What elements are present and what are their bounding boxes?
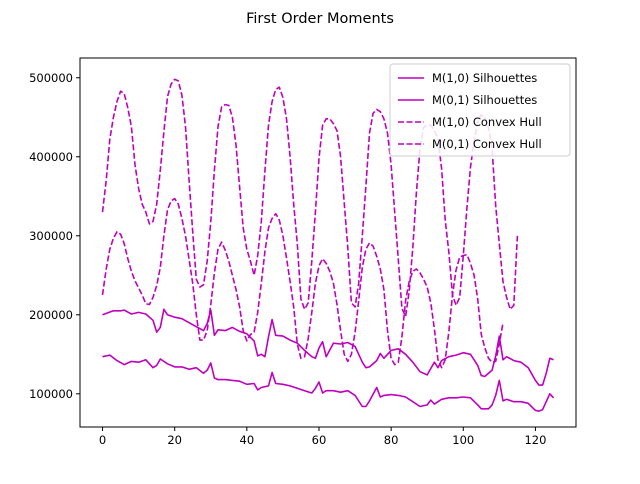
legend-label: M(1,0) Silhouettes (432, 71, 537, 85)
y-tick-label: 100000 (29, 387, 73, 401)
y-tick-label: 400000 (29, 150, 73, 164)
series-line-4 (101, 197, 504, 369)
x-tick-label: 40 (240, 433, 255, 447)
x-tick-label: 60 (312, 433, 327, 447)
x-tick-label: 0 (99, 433, 106, 447)
y-tick-label: 300000 (29, 229, 73, 243)
legend-label: M(0,1) Silhouettes (432, 93, 537, 107)
y-tick-label: 200000 (29, 308, 73, 322)
y-axis: 100000 200000 300000 400000 500000 (29, 71, 80, 401)
legend-label: M(0,1) Convex Hull (432, 137, 542, 151)
legend-label: M(1,0) Convex Hull (432, 115, 542, 129)
x-tick-label: 20 (167, 433, 182, 447)
series-layer (101, 78, 555, 412)
x-tick-label: 100 (452, 433, 474, 447)
series-line-1 (102, 308, 554, 386)
y-tick-label: 500000 (29, 71, 73, 85)
series-line-2 (102, 354, 555, 412)
x-tick-label: 120 (524, 433, 546, 447)
plot-area-frame (79, 57, 577, 428)
x-tick-label: 80 (384, 433, 399, 447)
legend: M(1,0) Silhouettes M(0,1) Silhouettes M(1,… (389, 63, 571, 157)
x-axis: 0 20 40 60 80 100 120 (99, 427, 546, 447)
series-line-3 (101, 78, 519, 318)
legend-box (389, 63, 571, 157)
chart-title: First Order Moments (246, 11, 394, 27)
